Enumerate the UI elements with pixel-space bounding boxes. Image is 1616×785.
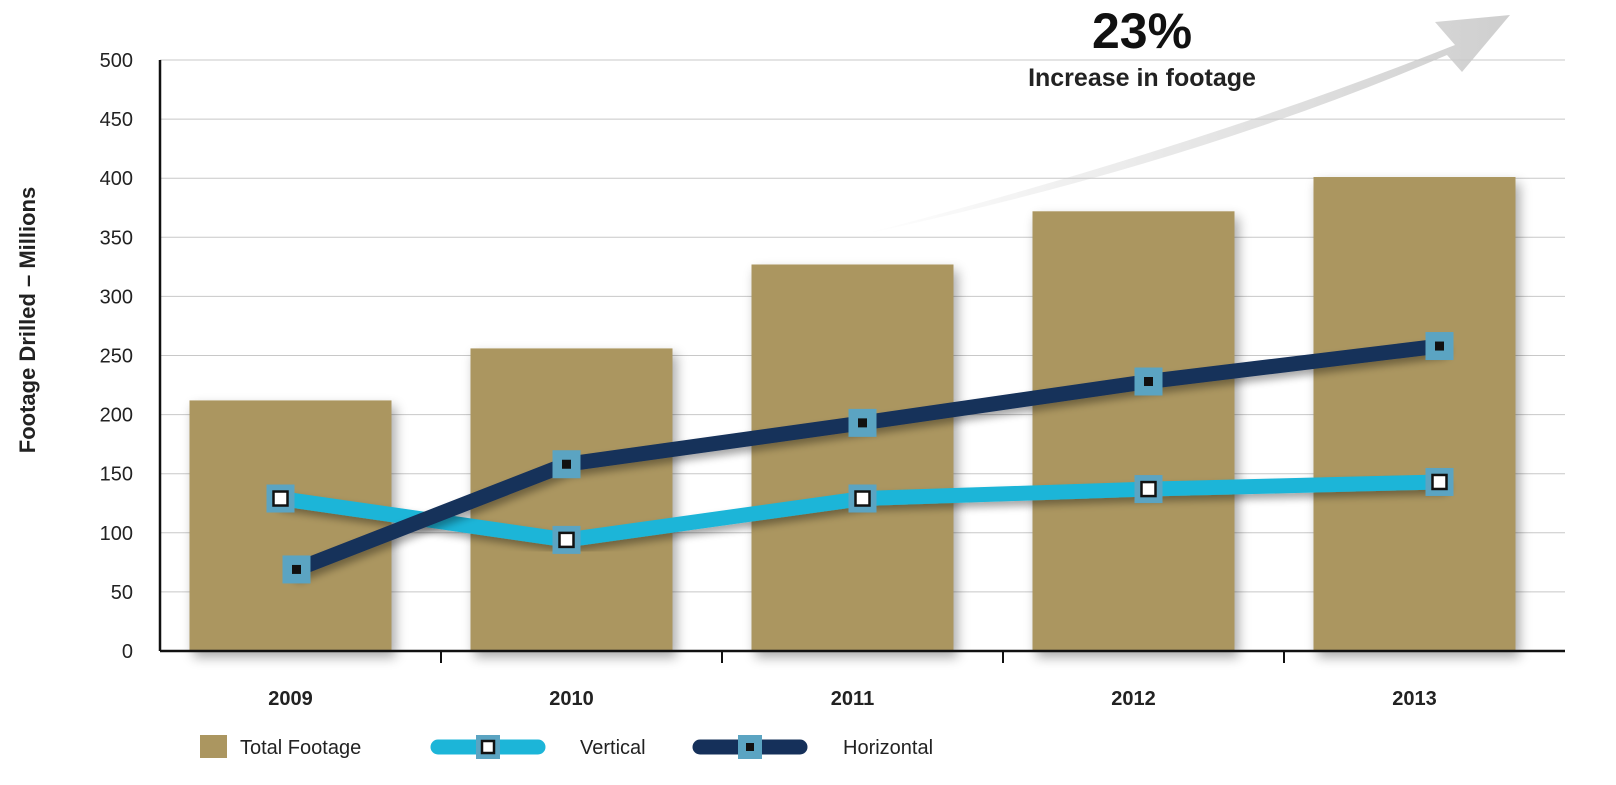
y-tick-label: 400	[100, 168, 133, 190]
y-tick-label: 450	[100, 109, 133, 131]
legend: Total Footage Vertical Horizontal	[200, 735, 933, 759]
y-tick-label: 300	[100, 286, 133, 308]
x-tick-label: 2009	[268, 688, 313, 710]
annotation-value: 23%	[1092, 3, 1192, 59]
bar-2013	[1313, 177, 1516, 651]
x-tick-label: 2012	[1111, 688, 1156, 710]
y-tick-label: 0	[122, 641, 133, 663]
y-tick-label: 200	[100, 405, 133, 427]
marker-inner	[272, 490, 289, 507]
marker-inner	[858, 418, 867, 428]
marker-inner	[562, 459, 571, 469]
bars	[189, 177, 1516, 651]
legend-label-horizontal: Horizontal	[843, 737, 933, 759]
legend-swatch-total	[200, 735, 227, 758]
bar-2011	[751, 264, 954, 651]
x-tick-label: 2013	[1392, 688, 1437, 710]
marker-inner	[1140, 480, 1157, 498]
marker-inner	[1144, 377, 1153, 387]
marker-inner	[1431, 473, 1448, 491]
y-tick-label: 250	[100, 346, 133, 368]
legend-label-vertical: Vertical	[580, 737, 646, 759]
marker-inner	[1435, 341, 1444, 351]
legend-label-total: Total Footage	[240, 737, 361, 759]
y-axis-title: Footage Drilled – Millions	[15, 187, 40, 453]
x-tick-label: 2011	[831, 688, 874, 710]
y-axis-ticks: 0 50 100 150 200 250 300 350 400 450 500	[100, 50, 133, 663]
x-axis-ticks: 2009 2010 2011 2012 2013	[268, 688, 1437, 710]
marker-inner	[558, 531, 575, 549]
axes	[158, 60, 1565, 663]
y-tick-label: 50	[111, 582, 133, 604]
bar-2009	[189, 400, 392, 651]
y-tick-label: 100	[100, 523, 133, 545]
x-tick-label: 2010	[549, 688, 594, 710]
y-tick-label: 150	[100, 464, 133, 486]
bar-2012	[1032, 211, 1235, 651]
legend-marker-horizontal-inner	[746, 743, 754, 751]
line-markers	[266, 332, 1454, 584]
y-tick-label: 350	[100, 227, 133, 249]
annotation-text: Increase in footage	[1028, 64, 1256, 92]
marker-inner	[292, 564, 301, 574]
y-tick-label: 500	[100, 50, 133, 72]
legend-marker-vertical-inner	[480, 739, 496, 755]
marker-inner	[854, 490, 871, 507]
bar-2010	[470, 348, 673, 651]
